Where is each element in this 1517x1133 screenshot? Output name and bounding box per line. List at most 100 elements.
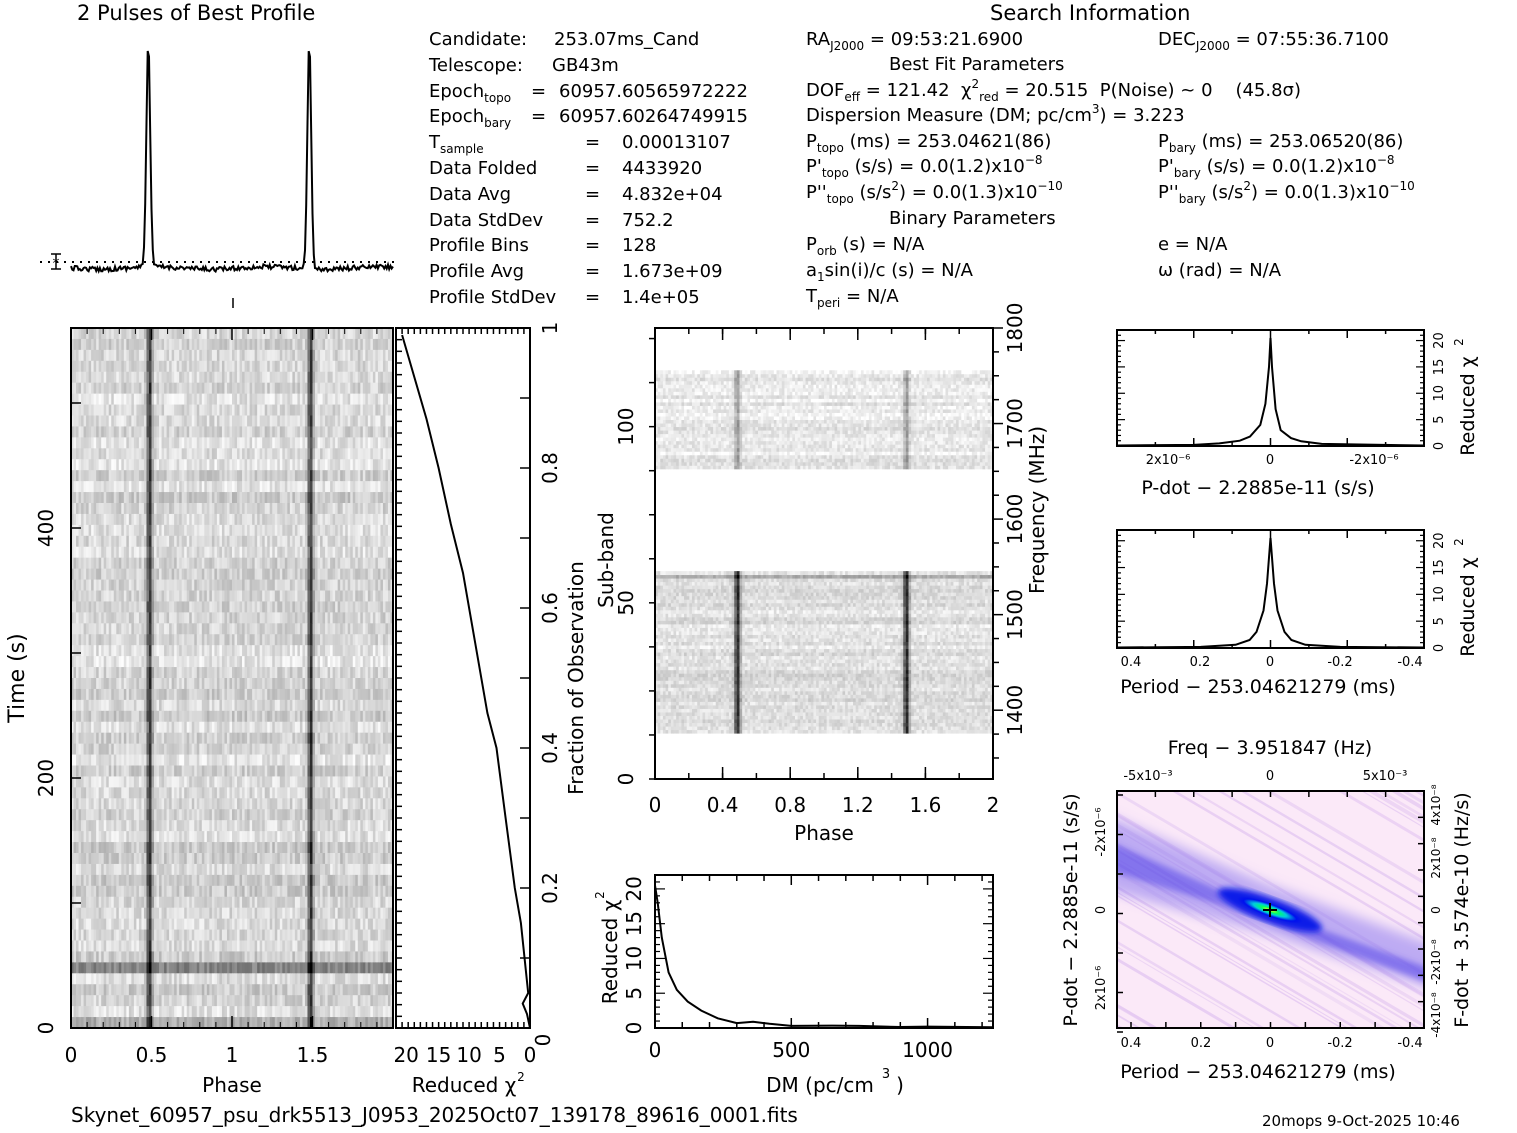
heatmap-cell bbox=[211, 645, 215, 657]
heatmap-cell bbox=[327, 349, 331, 362]
heatmap-cell bbox=[350, 459, 354, 471]
heatmap-cell bbox=[327, 612, 331, 624]
heatmap-cell bbox=[340, 688, 344, 701]
heatmap-cell bbox=[171, 503, 175, 515]
heatmap-cell bbox=[214, 579, 218, 591]
heatmap-cell bbox=[166, 503, 170, 515]
heatmap-cell bbox=[302, 437, 306, 449]
heatmap-cell bbox=[164, 612, 167, 624]
heatmap-cell bbox=[143, 678, 147, 690]
heatmap-cell bbox=[312, 513, 316, 526]
heatmap-cell bbox=[118, 612, 122, 624]
heatmap-cell bbox=[335, 415, 339, 427]
heatmap-cell bbox=[206, 448, 210, 460]
heatmap-cell bbox=[347, 382, 351, 395]
pdot-topo-sub: topo bbox=[821, 166, 849, 180]
heatmap-cell bbox=[367, 513, 371, 526]
heatmap-cell bbox=[297, 656, 301, 668]
heatmap-cell bbox=[269, 623, 273, 635]
heatmap-cell bbox=[174, 470, 178, 482]
heatmap-cell bbox=[133, 645, 137, 657]
heatmap-cell bbox=[304, 426, 308, 438]
heatmap-cell bbox=[360, 470, 364, 482]
heatmap-cell bbox=[239, 524, 243, 537]
heatmap-cell bbox=[219, 699, 223, 712]
heatmap-cell bbox=[88, 437, 92, 449]
heatmap-cell bbox=[297, 492, 301, 504]
heatmap-cell bbox=[179, 634, 183, 646]
heatmap-cell bbox=[292, 393, 296, 405]
heatmap-cell bbox=[209, 667, 213, 679]
heatmap-cell bbox=[179, 535, 183, 548]
heatmap-cell bbox=[234, 645, 238, 657]
heatmap-cell bbox=[315, 579, 318, 591]
heatmap-cell bbox=[257, 667, 261, 679]
heatmap-cell bbox=[317, 503, 321, 515]
heatmap-cell bbox=[370, 360, 374, 373]
heatmap-cell bbox=[128, 590, 132, 602]
heatmap-cell bbox=[360, 732, 364, 745]
heatmap-cell bbox=[367, 721, 371, 734]
heatmap-cell bbox=[219, 481, 223, 493]
heatmap-cell bbox=[244, 645, 248, 657]
heatmap-cell bbox=[330, 503, 334, 515]
heatmap-cell bbox=[189, 732, 193, 745]
heatmap-cell bbox=[224, 699, 228, 712]
heatmap-cell bbox=[96, 481, 100, 493]
heatmap-cell bbox=[234, 459, 238, 471]
heatmap-cell bbox=[317, 612, 321, 624]
heatmap-cell bbox=[111, 656, 115, 668]
info-label: Data StdDev bbox=[429, 210, 543, 231]
heatmap-cell bbox=[387, 481, 391, 493]
pbary-value: (ms) = 253.06520(86) bbox=[1201, 131, 1404, 152]
profile-title: 2 Pulses of Best Profile bbox=[77, 1, 316, 25]
heatmap-cell bbox=[362, 382, 366, 395]
heatmap-cell bbox=[357, 667, 361, 679]
heatmap-cell bbox=[370, 699, 374, 712]
heatmap-cell bbox=[126, 721, 130, 734]
heatmap-cell bbox=[277, 557, 281, 570]
heatmap-cell bbox=[355, 360, 359, 373]
heatmap-cell bbox=[380, 371, 384, 384]
heatmap-cell bbox=[181, 634, 185, 646]
heatmap-cell bbox=[257, 546, 261, 559]
heatmap-cell bbox=[302, 612, 306, 624]
heatmap-cell bbox=[86, 601, 90, 613]
heatmap-cell bbox=[81, 437, 84, 449]
heatmap-cell bbox=[307, 492, 311, 504]
heatmap-cell bbox=[299, 382, 303, 395]
heatmap-cell bbox=[307, 426, 311, 438]
heatmap-cell bbox=[267, 557, 271, 570]
heatmap-cell bbox=[209, 415, 213, 427]
heatmap-cell bbox=[254, 349, 258, 362]
heatmap-cell bbox=[161, 732, 165, 745]
heatmap-cell bbox=[320, 426, 323, 438]
heatmap-cell bbox=[262, 557, 266, 570]
heatmap-cell bbox=[269, 656, 273, 668]
heatmap-cell bbox=[360, 404, 364, 416]
heatmap-cell bbox=[252, 492, 256, 504]
heatmap-cell bbox=[340, 338, 344, 351]
heatmap-cell bbox=[247, 371, 251, 384]
heatmap-cell bbox=[103, 437, 107, 449]
heatmap-cell bbox=[206, 645, 210, 657]
heatmap-cell bbox=[377, 448, 381, 460]
heatmap-cell bbox=[209, 557, 213, 570]
heatmap-cell bbox=[350, 426, 354, 438]
heatmap-cell bbox=[357, 470, 361, 482]
heatmap-cell bbox=[98, 732, 102, 745]
heatmap-cell bbox=[242, 371, 245, 384]
heatmap-cell bbox=[96, 699, 100, 712]
heatmap-cell bbox=[88, 634, 92, 646]
heatmap-cell bbox=[176, 470, 180, 482]
heatmap-cell bbox=[380, 459, 384, 471]
heatmap-cell bbox=[375, 590, 379, 602]
heatmap-cell bbox=[161, 503, 165, 515]
heatmap-cell bbox=[148, 338, 152, 351]
heatmap-cell bbox=[196, 371, 200, 384]
heatmap-cell bbox=[83, 371, 87, 384]
heatmap-cell bbox=[156, 678, 160, 690]
heatmap-cell bbox=[299, 535, 303, 548]
heatmap-cell bbox=[332, 513, 336, 526]
heatmap-cell bbox=[365, 503, 369, 515]
